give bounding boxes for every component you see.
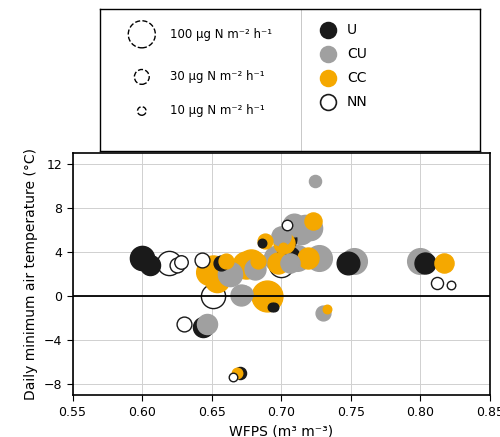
Point — [209, 265, 217, 272]
Point — [324, 99, 332, 106]
Point — [447, 282, 455, 289]
Point — [226, 271, 234, 278]
Point — [301, 223, 309, 230]
Point — [164, 260, 172, 267]
Point — [205, 268, 213, 275]
Point — [440, 260, 448, 267]
Point — [258, 240, 266, 247]
Point — [180, 320, 188, 327]
Point — [304, 254, 312, 261]
Point — [277, 232, 285, 239]
Point — [310, 177, 318, 184]
Point — [232, 370, 240, 377]
Point — [292, 254, 300, 261]
Point — [173, 262, 181, 269]
Point — [296, 229, 304, 236]
Point — [198, 257, 206, 264]
Point — [200, 324, 207, 331]
Text: 10 μg N m⁻² h⁻¹: 10 μg N m⁻² h⁻¹ — [170, 104, 265, 118]
Text: CU: CU — [347, 47, 367, 61]
Y-axis label: Daily minimum air temperature (°C): Daily minimum air temperature (°C) — [24, 148, 38, 400]
Point — [306, 225, 314, 232]
Point — [433, 280, 441, 287]
Point — [350, 257, 358, 264]
Point — [272, 254, 280, 261]
Point — [283, 221, 291, 228]
Point — [236, 370, 244, 377]
Point — [270, 304, 278, 311]
Point — [218, 260, 226, 267]
Point — [315, 254, 323, 261]
Text: NN: NN — [347, 95, 368, 110]
Point — [213, 276, 221, 283]
Point — [242, 262, 250, 269]
Point — [254, 257, 262, 264]
Text: U: U — [347, 23, 357, 37]
Point — [420, 260, 428, 267]
Point — [246, 260, 254, 267]
Point — [237, 291, 245, 298]
Text: 100 μg N m⁻² h⁻¹: 100 μg N m⁻² h⁻¹ — [170, 28, 272, 41]
Point — [138, 73, 146, 80]
Point — [177, 259, 185, 266]
Point — [138, 108, 146, 114]
Point — [146, 262, 154, 269]
Point — [274, 260, 282, 267]
Point — [324, 75, 332, 82]
Point — [228, 373, 236, 380]
Point — [344, 260, 352, 267]
Point — [204, 320, 212, 327]
Point — [286, 260, 294, 267]
Point — [209, 293, 217, 300]
Point — [264, 293, 272, 300]
Point — [138, 254, 146, 261]
Text: CC: CC — [347, 71, 366, 85]
Point — [240, 291, 248, 298]
Point — [323, 306, 331, 313]
Point — [290, 221, 298, 228]
Point — [278, 243, 286, 250]
Point — [268, 304, 276, 311]
Point — [324, 27, 332, 34]
Point — [310, 218, 318, 225]
X-axis label: WFPS (m³ m⁻³): WFPS (m³ m⁻³) — [229, 424, 334, 437]
Point — [284, 254, 292, 261]
Point — [324, 51, 332, 58]
Point — [251, 265, 259, 272]
Point — [222, 257, 230, 264]
Point — [280, 240, 288, 247]
Point — [260, 238, 268, 245]
Point — [277, 262, 285, 269]
Point — [319, 309, 327, 316]
Text: 30 μg N m⁻² h⁻¹: 30 μg N m⁻² h⁻¹ — [170, 70, 265, 83]
Point — [282, 236, 290, 243]
Point — [138, 31, 146, 38]
Point — [416, 257, 424, 264]
